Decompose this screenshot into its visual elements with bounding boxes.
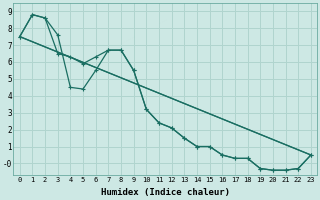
X-axis label: Humidex (Indice chaleur): Humidex (Indice chaleur) bbox=[101, 188, 230, 197]
